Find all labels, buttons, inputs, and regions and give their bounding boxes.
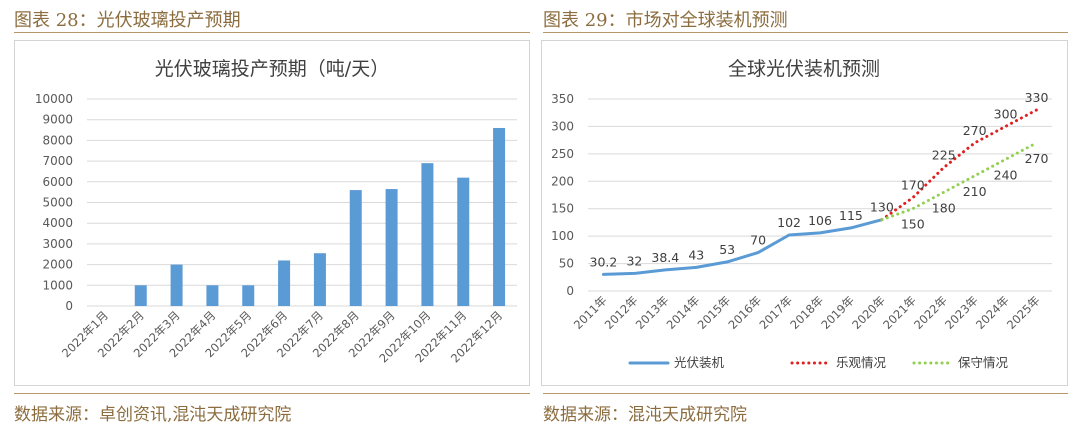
x-tick-label: 2012年: [602, 293, 641, 332]
y-tick-label: 250: [551, 147, 574, 161]
x-tick-label: 2016年: [726, 293, 765, 332]
bar: [170, 264, 183, 306]
source-rule-left: [14, 393, 530, 394]
data-label: 115: [839, 208, 863, 223]
y-tick-label: 150: [551, 202, 574, 216]
y-tick-label: 9000: [42, 113, 73, 127]
x-tick-label: 2014年: [664, 293, 703, 332]
legend-label: 光伏装机: [674, 355, 725, 370]
bar: [385, 189, 398, 306]
x-tick-label: 2017年: [756, 293, 795, 332]
x-tick-label: 2022年: [911, 293, 950, 332]
source-rule-right: [543, 393, 1068, 394]
y-tick-label: 8000: [42, 133, 73, 147]
y-tick-label: 100: [551, 229, 574, 243]
legend-label: 乐观情况: [836, 355, 887, 370]
y-tick-label: 200: [551, 174, 574, 188]
x-tick-label: 2024年: [973, 293, 1012, 332]
bar: [457, 177, 470, 306]
bar: [278, 260, 291, 306]
legend-label: 保守情况: [958, 355, 1009, 370]
y-tick-label: 7000: [42, 154, 73, 168]
y-tick-label: 2000: [42, 258, 73, 272]
data-label: 70: [750, 233, 766, 248]
data-label: 300: [994, 106, 1018, 121]
x-tick-label: 2021年: [880, 293, 919, 332]
line-chart-title: 全球光伏装机预测: [728, 58, 880, 80]
line-chart: 全球光伏装机预测0501001502002503003502011年2012年2…: [551, 58, 1052, 370]
y-tick-label: 3000: [42, 237, 73, 251]
y-tick-label: 0: [566, 284, 574, 298]
figure-29-source: 数据来源：混沌天成研究院: [543, 405, 747, 425]
y-tick-label: 1000: [42, 278, 73, 292]
bar: [313, 253, 326, 306]
data-label: 32: [626, 253, 642, 268]
caption-rule-right: [543, 32, 1068, 33]
bar: [134, 285, 147, 306]
series-line-optimistic: [880, 108, 1038, 222]
y-tick-label: 350: [551, 92, 574, 106]
figure-28-caption: 图表 28：光伏玻璃投产预期: [14, 10, 241, 31]
data-label: 30.2: [590, 254, 618, 269]
x-tick-label: 2011年: [571, 293, 610, 332]
bar: [421, 163, 434, 306]
x-tick-label: 2023年: [942, 293, 981, 332]
data-label: 38.4: [651, 250, 679, 265]
x-tick-label: 2019年: [818, 293, 857, 332]
data-label: 330: [1025, 90, 1049, 105]
x-tick-label: 2015年: [695, 293, 734, 332]
y-tick-label: 6000: [42, 175, 73, 189]
x-tick-label: 2018年: [787, 293, 826, 332]
x-tick-label: 2025年: [1004, 293, 1043, 332]
x-tick-label: 2020年: [849, 293, 888, 332]
y-tick-label: 10000: [35, 92, 73, 106]
data-label: 150: [901, 217, 925, 232]
data-label: 53: [719, 242, 735, 257]
x-tick-label: 2013年: [633, 293, 672, 332]
data-label: 170: [901, 178, 925, 193]
bar-chart: 光伏玻璃投产预期（吨/天） 0 1000 2000 3000 4000 5000 6000 70…: [35, 58, 517, 365]
y-tick-label: 4000: [42, 216, 73, 230]
y-tick-label: 0: [65, 299, 73, 313]
data-label: 102: [777, 215, 801, 230]
data-label: 210: [963, 184, 987, 199]
data-label: 240: [994, 167, 1018, 182]
data-label: 106: [808, 213, 832, 228]
figure-28-source: 数据来源：卓创资讯,混沌天成研究院: [14, 405, 292, 425]
data-label: 225: [932, 148, 956, 163]
bar: [242, 285, 255, 306]
data-label: 180: [932, 200, 956, 215]
data-label: 130: [870, 200, 894, 215]
bar-chart-frame: 光伏玻璃投产预期（吨/天） 0 1000 2000 3000 4000 5000 6000 70…: [14, 40, 530, 386]
series-line-installed: [602, 218, 884, 276]
bar: [493, 127, 506, 306]
y-tick-label: 300: [551, 119, 574, 133]
bar: [349, 190, 362, 306]
y-tick-label: 50: [559, 257, 574, 271]
caption-rule-left: [14, 32, 530, 33]
figure-29-caption: 图表 29：市场对全球装机预测: [543, 10, 788, 31]
data-label: 270: [1025, 151, 1049, 166]
bar: [206, 285, 219, 306]
y-tick-label: 5000: [42, 196, 73, 210]
bar-chart-title: 光伏玻璃投产预期（吨/天）: [155, 58, 389, 80]
line-chart-frame: 全球光伏装机预测 0 50 100 150 200 250 300 350 2011年 2012年 2…: [541, 40, 1068, 386]
series-line-conservative: [880, 141, 1038, 222]
data-label: 43: [688, 247, 704, 262]
data-label: 270: [963, 123, 987, 138]
